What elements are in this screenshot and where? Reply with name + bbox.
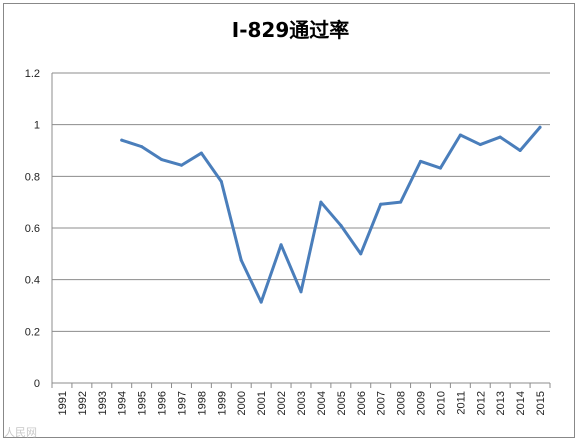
x-tick-label: 2007 xyxy=(376,391,388,415)
x-tick-label: 2003 xyxy=(296,391,308,415)
x-tick-label: 1992 xyxy=(77,391,89,415)
y-tick-label: 0.8 xyxy=(25,171,40,183)
x-tick-label: 1993 xyxy=(97,391,109,415)
x-tick-label: 2009 xyxy=(416,391,428,415)
data-point xyxy=(120,138,124,142)
chart-title: I-829通过率 xyxy=(231,18,350,42)
x-tick-label: 1995 xyxy=(137,391,149,415)
x-tick-label: 2001 xyxy=(256,391,268,415)
x-tick-label: 1998 xyxy=(196,391,208,415)
data-point xyxy=(319,200,323,204)
x-tick-label: 1999 xyxy=(216,391,228,415)
series-line xyxy=(120,125,542,304)
data-point xyxy=(419,159,423,163)
x-tick-label: 2015 xyxy=(535,391,547,415)
y-tick-label: 0.6 xyxy=(25,223,40,235)
data-point xyxy=(140,145,144,149)
data-point xyxy=(199,151,203,155)
data-point xyxy=(458,133,462,137)
x-tick-label: 2011 xyxy=(455,391,467,415)
x-tick-label: 2000 xyxy=(236,391,248,415)
x-tick-label: 1996 xyxy=(157,391,169,415)
y-tick-label: 1.2 xyxy=(25,68,40,80)
y-tick-label: 1 xyxy=(34,120,40,132)
data-point xyxy=(478,143,482,147)
data-point xyxy=(259,300,263,304)
data-point xyxy=(438,166,442,170)
data-point xyxy=(379,202,383,206)
data-point xyxy=(518,149,522,152)
data-point xyxy=(299,290,303,294)
data-point xyxy=(279,243,283,247)
data-point xyxy=(160,158,164,162)
x-tick-label: 1997 xyxy=(176,391,188,415)
x-tick-label: 2010 xyxy=(435,391,447,415)
data-point xyxy=(179,163,183,167)
x-tick-label: 2013 xyxy=(495,391,507,415)
x-tick-label: 2014 xyxy=(515,391,527,415)
chart-frame xyxy=(3,3,575,438)
x-tick-label: 2008 xyxy=(396,391,408,415)
data-point xyxy=(339,223,343,227)
data-point xyxy=(538,125,542,129)
data-point xyxy=(239,258,243,262)
y-tick-label: 0.4 xyxy=(25,275,40,287)
x-tick-label: 1991 xyxy=(57,391,69,415)
x-tick-label: 2004 xyxy=(316,391,328,415)
data-point xyxy=(498,135,502,139)
watermark-logo: 人民网 xyxy=(4,426,37,439)
data-point xyxy=(399,200,403,204)
y-tick-label: 0.2 xyxy=(25,326,40,338)
x-tick-label: 1994 xyxy=(117,391,129,415)
x-tick-label: 2012 xyxy=(475,391,487,415)
y-tick-label: 0 xyxy=(34,378,40,390)
x-tick-label: 2002 xyxy=(276,391,288,415)
data-point xyxy=(219,180,223,183)
x-tick-label: 2006 xyxy=(356,391,368,415)
data-point xyxy=(359,252,363,256)
x-tick-label: 2005 xyxy=(336,391,348,415)
